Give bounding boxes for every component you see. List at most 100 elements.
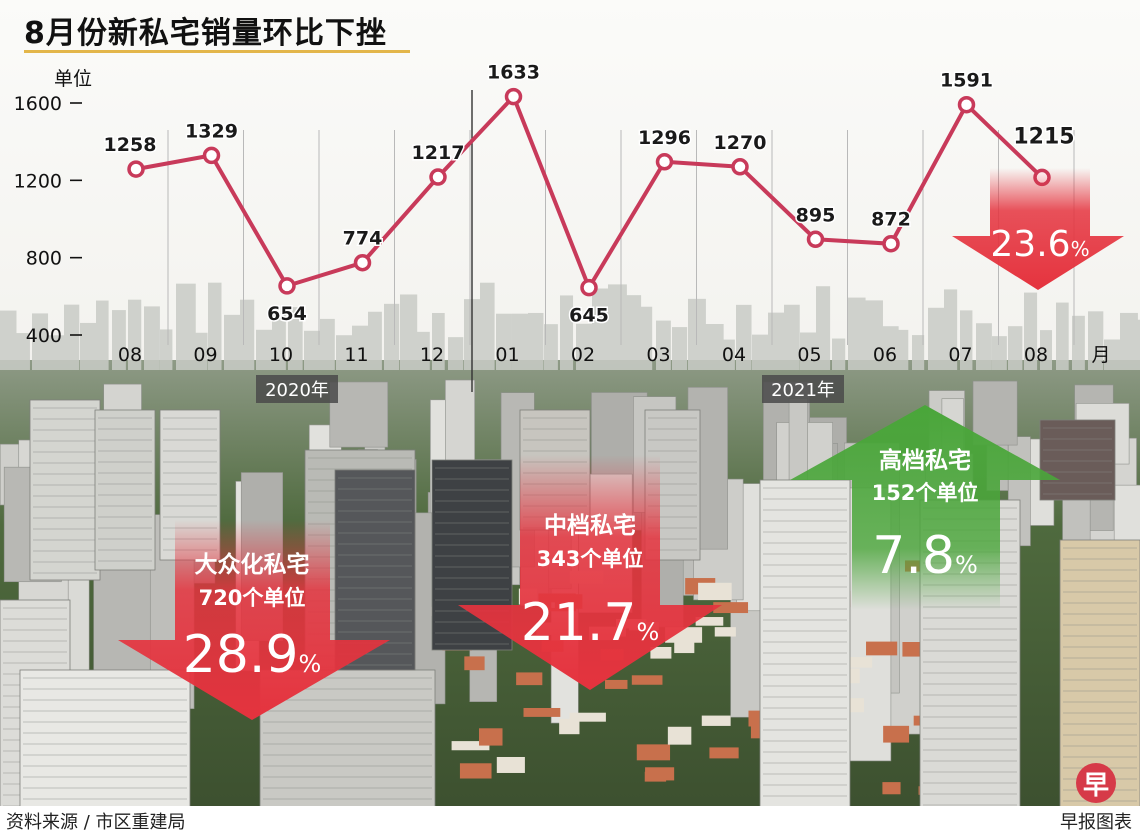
distant-building xyxy=(192,332,208,370)
house-roof xyxy=(882,782,901,795)
data-point xyxy=(278,277,296,295)
house-roof xyxy=(695,617,724,626)
x-tick-label: 06 xyxy=(873,344,897,366)
distant-building xyxy=(1072,315,1085,370)
data-point xyxy=(882,234,900,253)
distant-building xyxy=(912,335,925,370)
house-roof xyxy=(866,641,898,656)
distant-building xyxy=(400,294,418,370)
segment-title: 高档私宅 xyxy=(879,447,971,474)
distant-building xyxy=(480,282,495,370)
distant-building xyxy=(64,304,80,370)
house-roof xyxy=(559,718,580,735)
x-tick-label: 02 xyxy=(571,344,595,366)
house-roof xyxy=(496,756,525,773)
house-roof xyxy=(604,679,628,689)
x-tick-label: 05 xyxy=(797,344,821,366)
distant-building xyxy=(256,329,276,370)
y-tick-label: 1600 xyxy=(14,93,62,115)
distant-building xyxy=(448,337,464,370)
x-tick-label: 04 xyxy=(722,344,746,366)
y-tick-label: 800 xyxy=(26,248,62,270)
distant-building xyxy=(1024,292,1038,370)
house-roof xyxy=(709,747,739,759)
distant-building xyxy=(416,331,430,370)
x-tick-label: 09 xyxy=(193,344,217,366)
data-label: 774 xyxy=(343,228,383,250)
y-tick-label: 1200 xyxy=(14,170,62,192)
segment-callout: 高档私宅 152个单位 7.8% xyxy=(790,405,1060,610)
distant-building xyxy=(96,300,109,370)
distant-building xyxy=(944,289,958,370)
house-roof xyxy=(464,656,485,671)
distant-building xyxy=(288,307,303,370)
distant-building xyxy=(16,333,30,370)
distant-building xyxy=(496,313,512,370)
distant-building xyxy=(32,313,49,370)
house-roof xyxy=(451,741,490,751)
segment-callout: 大众化私宅 720个单位 28.9% xyxy=(118,520,390,720)
distant-building xyxy=(80,322,99,370)
chart-title: 8月份新私宅销量环比下挫 xyxy=(24,16,387,51)
segment-arrow xyxy=(118,520,390,720)
distant-building xyxy=(704,323,724,370)
segment-percent: 28.9% xyxy=(183,625,322,685)
highlight-arrow-shape xyxy=(952,168,1124,290)
distant-building xyxy=(1008,326,1023,370)
segment-units: 720个单位 xyxy=(199,586,306,610)
credit-note: 早报图表 xyxy=(1060,812,1132,833)
data-label: 1296 xyxy=(638,127,691,149)
distant-building xyxy=(160,329,173,370)
house-roof xyxy=(883,725,910,743)
distant-building xyxy=(208,282,222,370)
distant-building xyxy=(656,320,671,370)
distant-building xyxy=(1040,330,1053,370)
data-point xyxy=(202,146,221,165)
x-axis-unit: 月 xyxy=(1091,344,1110,366)
data-label: 1215 xyxy=(1013,124,1074,149)
distant-building xyxy=(592,288,612,370)
house-roof xyxy=(516,672,543,686)
distant-building xyxy=(992,336,1007,370)
segment-arrow xyxy=(458,455,722,690)
x-tick-label: 07 xyxy=(948,344,972,366)
distant-building xyxy=(800,332,819,370)
data-point xyxy=(655,153,674,171)
distant-building xyxy=(1088,311,1104,370)
distant-building xyxy=(848,297,866,370)
tower xyxy=(1039,419,1116,501)
y-tick-label: 400 xyxy=(26,325,62,347)
segment-percent: 21.7% xyxy=(521,593,660,653)
distant-building xyxy=(528,312,544,370)
distant-building xyxy=(320,318,335,370)
distant-building xyxy=(1056,302,1069,370)
distant-building xyxy=(880,326,899,370)
segment-callout: 中档私宅 343个单位 21.7% xyxy=(458,455,722,690)
x-tick-label: 12 xyxy=(420,344,444,366)
house-roof xyxy=(569,712,606,722)
house-roof xyxy=(479,728,503,746)
data-point xyxy=(580,278,598,297)
distant-building xyxy=(352,325,372,370)
segment-title: 中档私宅 xyxy=(544,512,636,539)
house-roof xyxy=(698,582,732,601)
distant-building xyxy=(1136,319,1140,370)
series-line xyxy=(135,94,1044,290)
distant-building xyxy=(224,314,241,370)
zaobao-logo: 早 xyxy=(1076,763,1116,803)
house-roof xyxy=(523,707,561,717)
tower xyxy=(19,669,191,833)
distant-building xyxy=(544,324,558,370)
distant-building xyxy=(784,304,800,370)
year-label: 2020年 xyxy=(256,375,338,403)
year-label-text: 2020年 xyxy=(265,380,329,401)
data-point xyxy=(127,160,145,178)
source-note: 资料来源 / 市区重建局 xyxy=(6,812,186,833)
distant-building xyxy=(816,286,831,370)
x-tick-label: 11 xyxy=(344,344,368,366)
segment-arrow xyxy=(790,405,1060,610)
house-roof xyxy=(631,675,663,685)
tower xyxy=(94,409,156,571)
segment-percent-sign: % xyxy=(298,650,321,678)
